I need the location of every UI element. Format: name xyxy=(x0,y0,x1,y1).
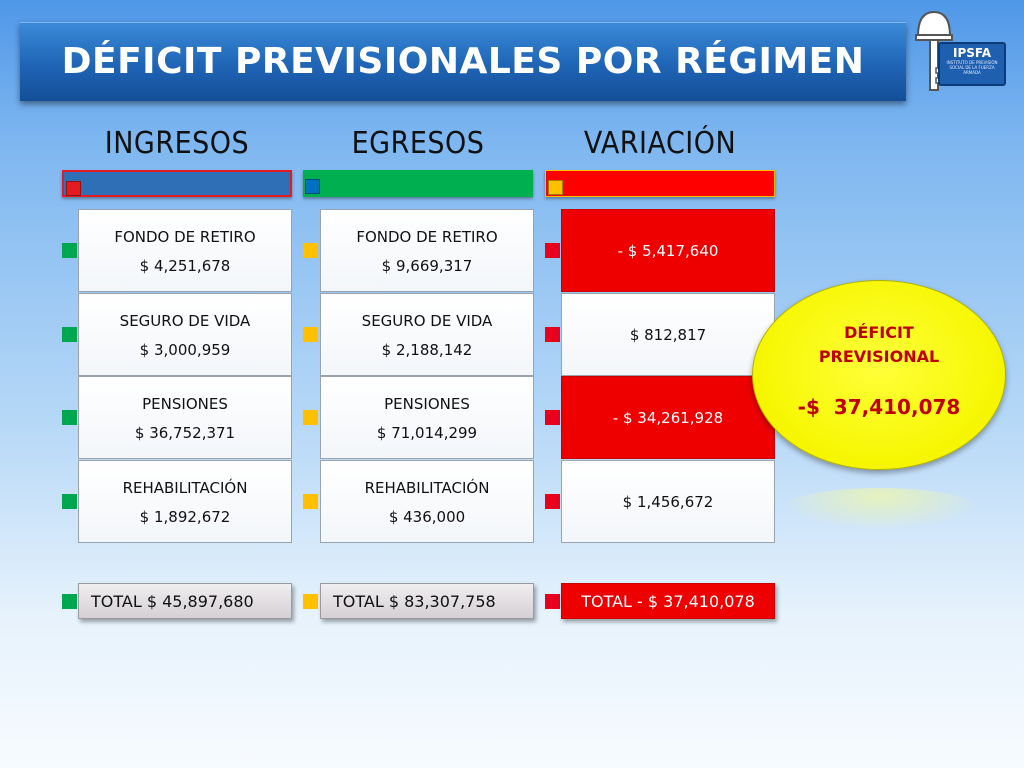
variacion-bullet xyxy=(545,594,560,609)
deficit-label-line1: DÉFICIT xyxy=(844,323,914,342)
item-label: SEGURO DE VIDA xyxy=(361,312,493,330)
variacion-pensiones-box: - $ 34,261,928 xyxy=(561,376,775,459)
deficit-callout: DÉFICIT PREVISIONAL -$ 37,410,078 xyxy=(752,280,1006,470)
item-label: FONDO DE RETIRO xyxy=(356,228,498,246)
item-label: SEGURO DE VIDA xyxy=(119,312,251,330)
deficit-reflection xyxy=(782,488,978,528)
variacion-bullet xyxy=(545,410,560,425)
ingresos-seguro-vida-box: SEGURO DE VIDA $ 3,000,959 xyxy=(78,293,292,376)
egresos-bullet xyxy=(303,494,318,509)
variacion-bullet xyxy=(545,243,560,258)
egresos-bullet xyxy=(303,327,318,342)
variacion-bullet xyxy=(545,494,560,509)
ingresos-bullet xyxy=(62,327,77,342)
logo-subtitle: INSTITUTO DE PREVISIÓN SOCIAL DE LA FUER… xyxy=(946,60,998,75)
egresos-bullet xyxy=(303,410,318,425)
item-value: $ 9,669,317 xyxy=(381,257,473,275)
egresos-total: TOTAL $ 83,307,758 xyxy=(320,583,534,619)
item-value: $ 436,000 xyxy=(388,508,466,526)
egresos-rehabilitacion-box: REHABILITACIÓN $ 436,000 xyxy=(320,460,534,543)
item-value: $ 71,014,299 xyxy=(376,424,478,442)
header-variacion: VARIACIÓN xyxy=(583,126,737,161)
ipsfa-logo: IPSFA INSTITUTO DE PREVISIÓN SOCIAL DE L… xyxy=(912,6,1008,96)
ingresos-bullet xyxy=(62,410,77,425)
egresos-fondo-retiro-box: FONDO DE RETIRO $ 9,669,317 xyxy=(320,209,534,292)
item-label: PENSIONES xyxy=(384,395,470,413)
variation-value: - $ 34,261,928 xyxy=(612,409,724,427)
item-label: FONDO DE RETIRO xyxy=(114,228,256,246)
logo-plate: IPSFA INSTITUTO DE PREVISIÓN SOCIAL DE L… xyxy=(938,42,1006,86)
item-label: REHABILITACIÓN xyxy=(364,479,490,497)
page-title: DÉFICIT PREVISIONALES POR RÉGIMEN xyxy=(61,41,865,82)
ingresos-bullet xyxy=(62,594,77,609)
variacion-bar-square xyxy=(548,180,563,195)
header-egresos: EGRESOS xyxy=(351,126,485,161)
ingresos-color-bar xyxy=(62,170,292,197)
variacion-seguro-vida-box: $ 812,817 xyxy=(561,293,775,376)
ingresos-bullet xyxy=(62,243,77,258)
ingresos-bar-square xyxy=(66,181,81,196)
logo-name: IPSFA xyxy=(952,46,991,60)
variacion-rehabilitacion-box: $ 1,456,672 xyxy=(561,460,775,543)
egresos-pensiones-box: PENSIONES $ 71,014,299 xyxy=(320,376,534,459)
header-ingresos: INGRESOS xyxy=(104,126,250,161)
variacion-color-bar xyxy=(545,170,775,197)
title-bar: DÉFICIT PREVISIONALES POR RÉGIMEN xyxy=(20,22,906,101)
ingresos-total: TOTAL $ 45,897,680 xyxy=(78,583,292,619)
egresos-bullet xyxy=(303,594,318,609)
variation-value: $ 1,456,672 xyxy=(622,493,714,511)
variation-value: $ 812,817 xyxy=(629,326,707,344)
variation-value: - $ 5,417,640 xyxy=(617,242,719,260)
variacion-total: TOTAL - $ 37,410,078 xyxy=(561,583,775,619)
variacion-bullet xyxy=(545,327,560,342)
egresos-bullet xyxy=(303,243,318,258)
deficit-label-line2: PREVISIONAL xyxy=(818,347,940,366)
ingresos-fondo-retiro-box: FONDO DE RETIRO $ 4,251,678 xyxy=(78,209,292,292)
item-value: $ 4,251,678 xyxy=(139,257,231,275)
item-label: REHABILITACIÓN xyxy=(122,479,248,497)
ingresos-rehabilitacion-box: REHABILITACIÓN $ 1,892,672 xyxy=(78,460,292,543)
deficit-amount: -$ 37,410,078 xyxy=(797,395,961,419)
variacion-fondo-retiro-box: - $ 5,417,640 xyxy=(561,209,775,292)
item-value: $ 2,188,142 xyxy=(381,341,473,359)
item-value: $ 1,892,672 xyxy=(139,508,231,526)
egresos-color-bar xyxy=(303,170,533,197)
item-value: $ 3,000,959 xyxy=(139,341,231,359)
ingresos-pensiones-box: PENSIONES $ 36,752,371 xyxy=(78,376,292,459)
ingresos-bullet xyxy=(62,494,77,509)
item-label: PENSIONES xyxy=(142,395,228,413)
item-value: $ 36,752,371 xyxy=(134,424,236,442)
egresos-seguro-vida-box: SEGURO DE VIDA $ 2,188,142 xyxy=(320,293,534,376)
egresos-bar-square xyxy=(305,179,320,194)
